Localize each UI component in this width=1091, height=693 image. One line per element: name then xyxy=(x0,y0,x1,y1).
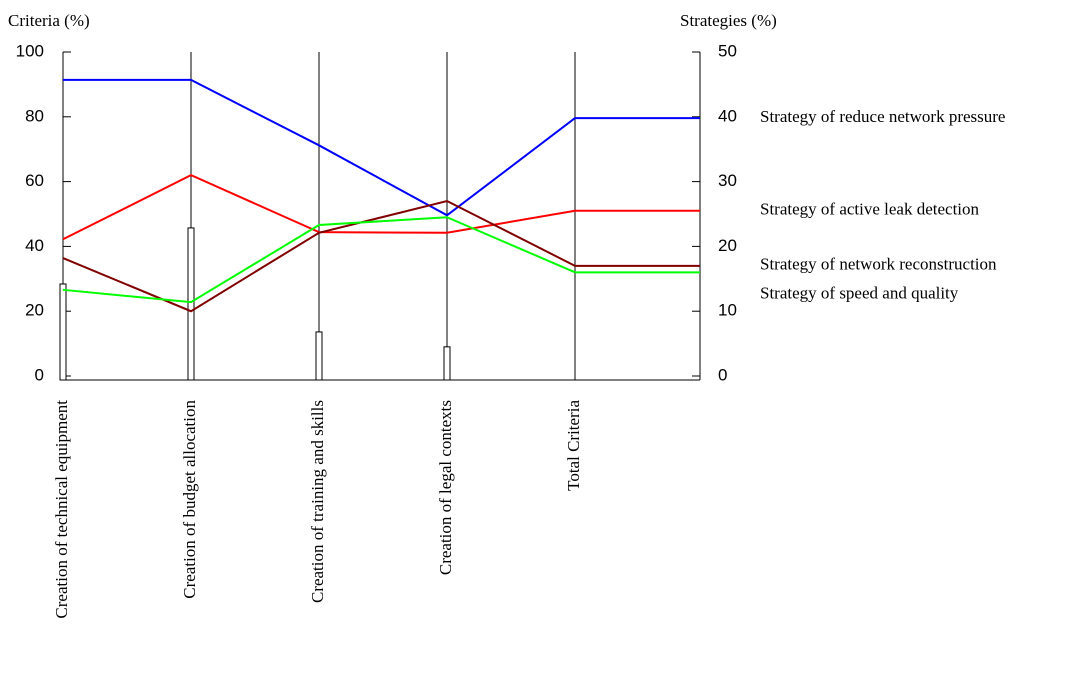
y-tick-label: 100 xyxy=(16,41,44,60)
x-tick-label: Total Criteria xyxy=(564,400,583,491)
legend-label: Strategy of active leak detection xyxy=(760,200,980,219)
x-tick-label: Creation of budget allocation xyxy=(180,400,199,599)
y-tick-label: 80 xyxy=(25,106,44,125)
y-tick-label: 60 xyxy=(25,171,44,190)
y-axis-label: Criteria (%) xyxy=(8,11,90,30)
bar xyxy=(187,227,195,381)
y2-axis-label: Strategies (%) xyxy=(680,11,777,30)
legend-label: Strategy of speed and quality xyxy=(760,284,959,303)
y2-tick-label: 10 xyxy=(718,301,737,320)
y2-tick-label: 40 xyxy=(718,106,737,125)
x-tick-label: Creation of legal contexts xyxy=(436,400,455,575)
y2-tick-label: 30 xyxy=(718,171,737,190)
y2-tick-label: 20 xyxy=(718,236,737,255)
y-tick-label: 20 xyxy=(25,301,44,320)
line xyxy=(62,199,576,313)
x-tick-label: Creation of technical equipment xyxy=(52,400,71,619)
x-tick-label: Creation of training and skills xyxy=(308,400,327,603)
bar xyxy=(59,283,67,381)
legend-label: Strategy of network reconstruction xyxy=(760,255,997,274)
bar xyxy=(443,346,451,381)
y2-tick-label: 0 xyxy=(718,365,727,384)
y-tick-label: 40 xyxy=(25,236,44,255)
legend-label: Strategy of reduce network pressure xyxy=(760,107,1005,126)
line xyxy=(63,78,576,217)
y-tick-label: 0 xyxy=(35,365,44,384)
line xyxy=(62,216,576,304)
bar xyxy=(315,331,323,381)
y2-tick-label: 50 xyxy=(718,41,737,60)
